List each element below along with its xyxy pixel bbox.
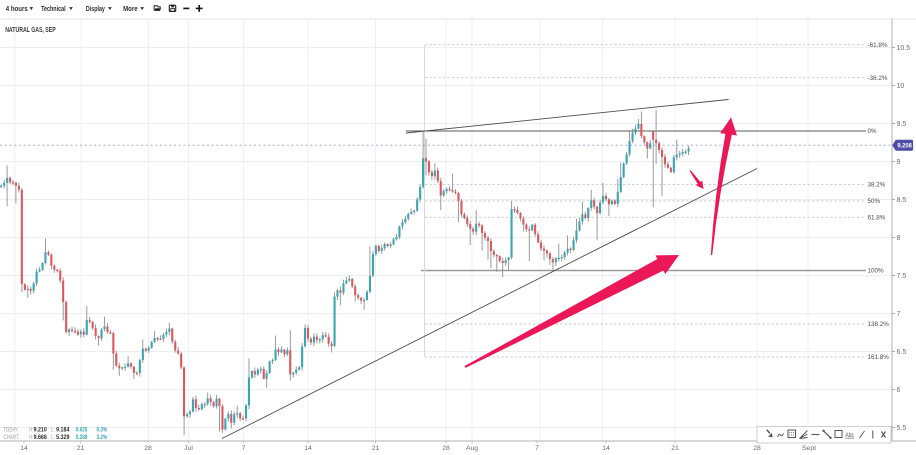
- svg-text:Technical: Technical: [41, 6, 66, 13]
- svg-text:21: 21: [372, 445, 380, 452]
- svg-text:9.5: 9.5: [897, 121, 907, 128]
- svg-text:H:: H:: [29, 426, 33, 433]
- svg-text:More: More: [123, 6, 138, 13]
- svg-text:-38.2%: -38.2%: [868, 75, 888, 82]
- svg-text:7: 7: [897, 311, 901, 318]
- svg-text:Aug: Aug: [466, 445, 478, 452]
- svg-text:100%: 100%: [868, 268, 885, 275]
- svg-text:21: 21: [671, 445, 679, 452]
- svg-text:0.025: 0.025: [76, 426, 88, 433]
- svg-text:Abc: Abc: [846, 432, 855, 439]
- svg-text:3.2%: 3.2%: [97, 434, 108, 441]
- svg-text:7.5: 7.5: [897, 273, 907, 280]
- svg-text:9.210: 9.210: [34, 426, 47, 433]
- svg-text:9.668: 9.668: [34, 434, 47, 441]
- svg-text:0.289: 0.289: [76, 434, 88, 441]
- svg-text:28: 28: [144, 445, 152, 452]
- svg-text:161.8%: 161.8%: [868, 354, 890, 361]
- svg-text:7: 7: [242, 445, 246, 452]
- svg-text:Jul: Jul: [184, 445, 193, 452]
- svg-text:0%: 0%: [868, 128, 878, 135]
- svg-text:7: 7: [535, 445, 539, 452]
- svg-text:L:: L:: [51, 434, 55, 441]
- svg-text:9: 9: [897, 159, 901, 166]
- svg-text:-61.8%: -61.8%: [868, 42, 888, 49]
- svg-text:28: 28: [753, 445, 761, 452]
- svg-text:5.5: 5.5: [897, 425, 907, 432]
- svg-text:4 hours: 4 hours: [6, 6, 28, 13]
- svg-text:Display: Display: [86, 6, 105, 13]
- svg-text:138.2%: 138.2%: [868, 321, 890, 328]
- svg-text:NATURAL GAS, SEP: NATURAL GAS, SEP: [5, 27, 56, 34]
- svg-text:14: 14: [304, 445, 312, 452]
- svg-text:0.3%: 0.3%: [97, 426, 108, 433]
- svg-text:14: 14: [20, 445, 28, 452]
- svg-text:6: 6: [897, 387, 901, 394]
- svg-text:10: 10: [897, 83, 905, 90]
- svg-text:9.208: 9.208: [897, 143, 912, 150]
- svg-text:TODAY:: TODAY:: [4, 426, 19, 433]
- svg-text:50%: 50%: [868, 198, 881, 205]
- svg-text:38.2%: 38.2%: [868, 182, 886, 189]
- svg-text:9.184: 9.184: [56, 426, 70, 433]
- svg-text:L:: L:: [51, 426, 55, 433]
- svg-text:28: 28: [442, 445, 450, 452]
- svg-text:8.5: 8.5: [897, 197, 907, 204]
- svg-text:21: 21: [77, 445, 85, 452]
- svg-text:8: 8: [897, 235, 901, 242]
- svg-text:CHART:: CHART:: [4, 434, 20, 441]
- svg-text:61.8%: 61.8%: [868, 215, 886, 222]
- svg-text:H:: H:: [29, 434, 33, 441]
- svg-text:5.329: 5.329: [56, 434, 70, 441]
- svg-text:6.5: 6.5: [897, 349, 907, 356]
- svg-text:10.5: 10.5: [897, 45, 911, 52]
- svg-text:Sept: Sept: [802, 445, 816, 452]
- svg-text:14: 14: [602, 445, 610, 452]
